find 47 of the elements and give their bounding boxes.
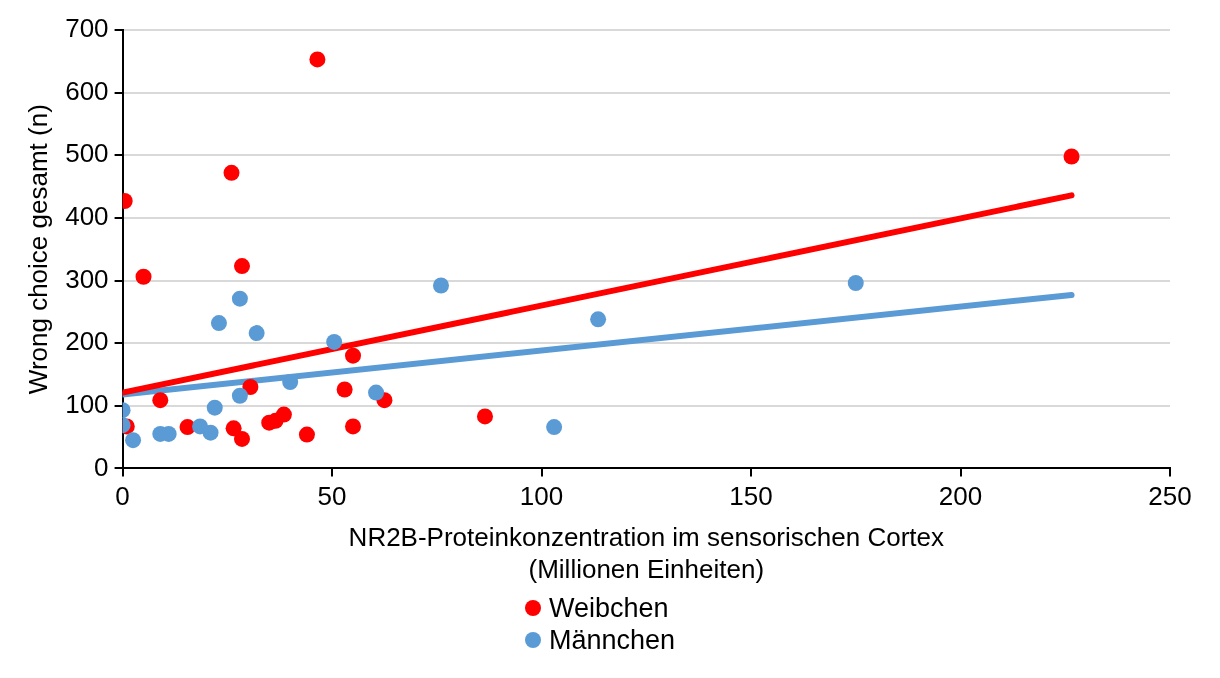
point <box>345 347 362 364</box>
point <box>590 311 607 328</box>
x-tick-label: 250 <box>1148 481 1192 512</box>
point <box>233 430 250 447</box>
point <box>152 392 169 409</box>
point <box>202 424 219 441</box>
x-axis-title: NR2B-Proteinkonzentration im sensorischen Cortex (Millionen Einheiten) <box>348 522 944 584</box>
point <box>298 426 315 443</box>
point <box>345 418 362 435</box>
point <box>210 315 227 332</box>
x-tick-label: 150 <box>729 481 773 512</box>
x-tick-label: 50 <box>317 481 347 512</box>
point <box>248 325 265 342</box>
point <box>309 51 326 68</box>
y-tick-label: 0 <box>94 451 109 482</box>
y-tick-label: 700 <box>65 13 109 44</box>
legend-label: Männchen <box>549 624 676 656</box>
y-axis-title: Wrong choice gesamt (n) <box>22 104 53 395</box>
x-tick-label: 200 <box>938 481 983 512</box>
point <box>847 275 864 292</box>
point <box>231 290 248 307</box>
point <box>225 420 242 437</box>
point <box>326 333 343 350</box>
point <box>135 268 152 285</box>
point <box>223 164 240 181</box>
y-tick-label: 100 <box>65 388 109 419</box>
point <box>233 258 250 275</box>
y-tick-label: 200 <box>65 326 109 357</box>
point <box>368 384 385 401</box>
y-tick-label: 400 <box>65 201 109 232</box>
point <box>282 373 299 390</box>
x-tick-label: 100 <box>519 481 564 512</box>
point <box>275 406 292 423</box>
point <box>242 378 259 395</box>
point <box>206 399 223 416</box>
x-tick-label: 0 <box>115 481 130 512</box>
point <box>1063 148 1080 165</box>
y-tick-label: 300 <box>65 263 109 294</box>
point <box>231 387 248 404</box>
y-tick-label: 500 <box>65 138 109 169</box>
point <box>125 432 142 449</box>
point <box>336 381 353 398</box>
y-tick-label: 600 <box>65 75 109 106</box>
legend-label: Weibchen <box>549 592 669 624</box>
point <box>476 408 493 425</box>
point <box>546 419 563 436</box>
point <box>433 277 449 294</box>
